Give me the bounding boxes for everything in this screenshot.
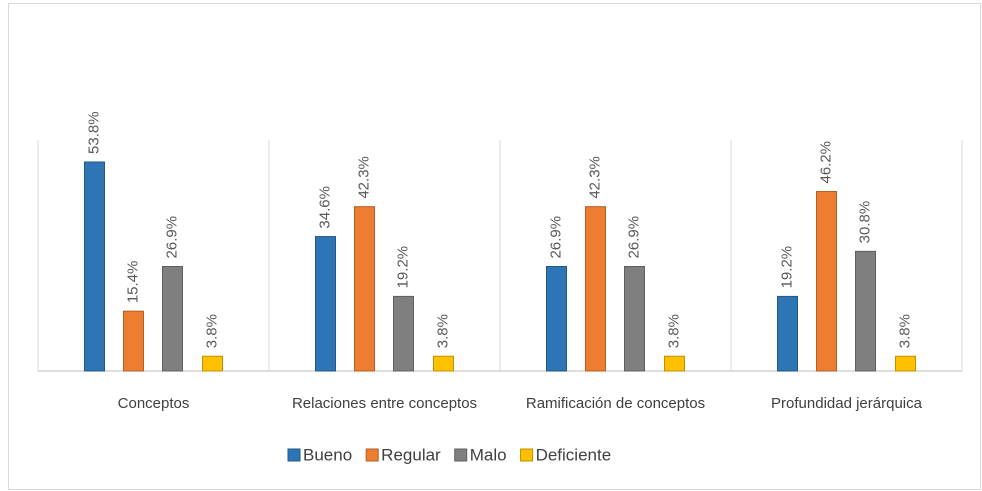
x-tick-label: Relaciones entre conceptos <box>291 395 478 412</box>
bar <box>393 295 414 372</box>
legend-swatch <box>365 448 379 462</box>
data-label: 3.8% <box>665 314 682 348</box>
legend-label: Malo <box>470 445 507 464</box>
data-label: 3.8% <box>434 314 451 348</box>
bar <box>624 265 645 372</box>
legend-swatch <box>287 448 301 462</box>
x-tick-label: Profundidad jerárquica <box>771 395 922 412</box>
chart-border <box>8 3 981 490</box>
data-label: 19.2% <box>394 246 411 289</box>
data-label: 26.9% <box>625 216 642 259</box>
bar <box>202 355 223 372</box>
bar <box>855 250 876 372</box>
bar <box>664 355 685 372</box>
legend-label: Deficiente <box>536 445 612 464</box>
bar <box>315 236 336 372</box>
data-label: 42.3% <box>586 156 603 199</box>
data-label: 15.4% <box>124 261 141 304</box>
bar <box>84 161 105 372</box>
data-label: 30.8% <box>856 201 873 244</box>
bar <box>895 355 916 372</box>
x-tick-label: Conceptos <box>117 395 190 412</box>
data-label: 26.9% <box>163 216 180 259</box>
data-label: 42.3% <box>355 156 372 199</box>
bar <box>433 355 454 372</box>
x-tick-label: Ramificación de conceptos <box>525 395 706 412</box>
bar <box>123 310 144 372</box>
data-label: 53.8% <box>85 111 102 154</box>
bar <box>816 191 837 372</box>
data-label: 19.2% <box>778 246 795 289</box>
legend-label: Bueno <box>303 445 352 464</box>
bar <box>546 265 567 372</box>
legend-swatch <box>520 448 534 462</box>
legend-swatch <box>454 448 468 462</box>
bar <box>585 206 606 372</box>
legend-label: Regular <box>381 445 441 464</box>
data-label: 3.8% <box>203 314 220 348</box>
bar <box>777 295 798 372</box>
data-label: 34.6% <box>316 186 333 229</box>
data-label: 3.8% <box>896 314 913 348</box>
data-label: 46.2% <box>817 141 834 184</box>
bar <box>162 265 183 372</box>
bar <box>354 206 375 372</box>
data-label: 26.9% <box>547 216 564 259</box>
